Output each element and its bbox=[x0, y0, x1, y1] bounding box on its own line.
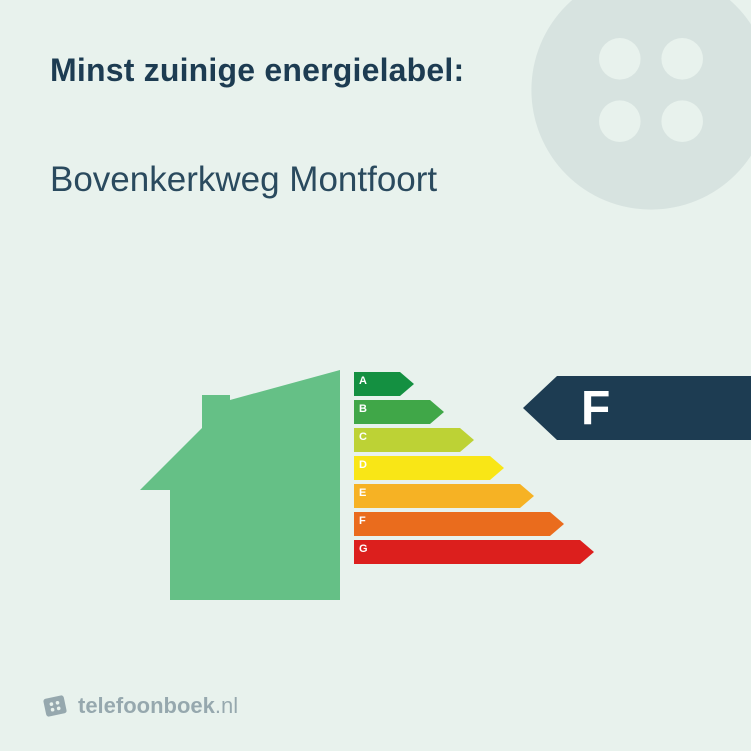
energy-bar-label: F bbox=[359, 515, 366, 527]
footer-logo-icon bbox=[40, 691, 71, 722]
page-subtitle: Bovenkerkweg Montfoort bbox=[50, 160, 437, 200]
energy-bar-label: E bbox=[359, 487, 366, 499]
energy-bar-label: G bbox=[359, 543, 368, 555]
house-icon bbox=[140, 370, 340, 600]
energy-bar-label: A bbox=[359, 375, 367, 387]
rating-tag: F bbox=[523, 376, 751, 440]
footer-brand-text: telefoonboek.nl bbox=[78, 693, 238, 719]
energy-bar-label: C bbox=[359, 431, 367, 443]
footer-brand-light: .nl bbox=[215, 693, 238, 718]
energy-bar-label: B bbox=[359, 403, 367, 415]
rating-tag-shape bbox=[523, 376, 751, 440]
rating-tag-letter: F bbox=[581, 381, 610, 436]
footer-brand: telefoonboek.nl bbox=[42, 693, 238, 719]
page-title: Minst zuinige energielabel: bbox=[50, 52, 464, 89]
footer-brand-bold: telefoonboek bbox=[78, 693, 215, 718]
watermark-icon bbox=[521, 0, 751, 220]
energy-bar-label: D bbox=[359, 459, 367, 471]
